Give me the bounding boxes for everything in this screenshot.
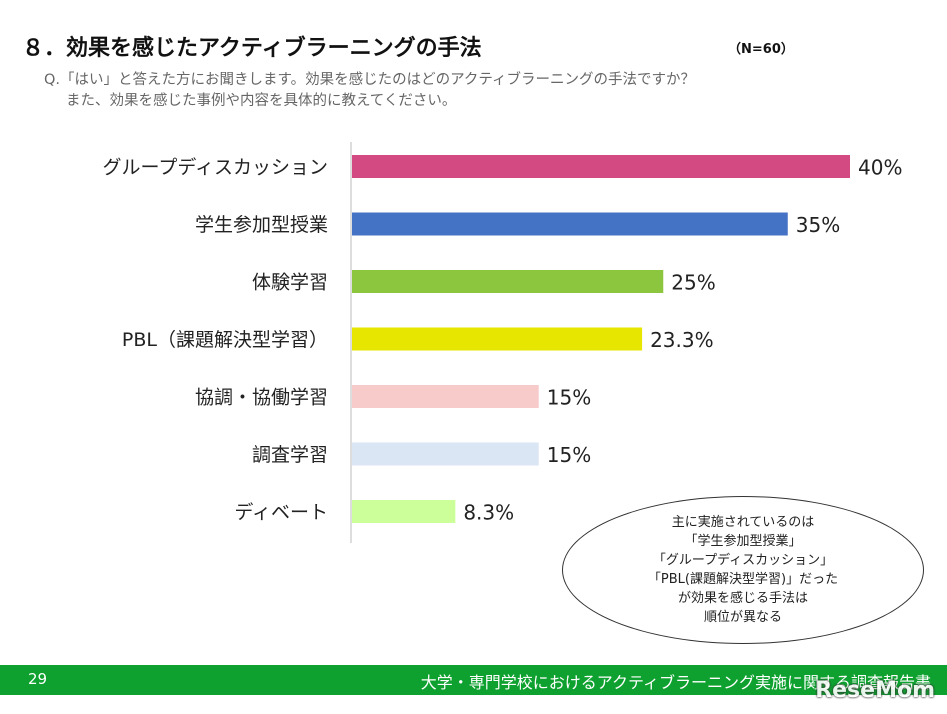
note-line: 「PBL(課題解決型学習)」だった: [647, 572, 839, 587]
category-label: 学生参加型授業: [195, 214, 328, 236]
bar: [352, 385, 539, 408]
question-line-2: また、効果を感じた事例や内容を具体的に教えてください。: [66, 93, 457, 109]
value-label: 8.3%: [463, 501, 514, 525]
value-label: 15%: [547, 443, 591, 467]
bar: [352, 270, 664, 293]
page-title: ８．効果を感じたアクティブラーニングの手法: [22, 36, 482, 61]
value-label: 15%: [547, 386, 591, 410]
value-label: 23.3%: [650, 328, 714, 352]
bar: [352, 442, 539, 466]
category-label: PBL（課題解決型学習）: [122, 329, 328, 351]
note-ellipse: 主に実施されているのは 「学生参加型授業」 「グループディスカッション」 「PB…: [562, 496, 924, 644]
bar: [352, 327, 643, 351]
bar: [352, 155, 850, 178]
note-line: 「学生参加型授業」: [684, 534, 802, 549]
bar-chart: グループディスカッション 40% 学生参加型授業 35% 体験学習 25% PBL（課題解決…: [102, 142, 902, 543]
bar: [352, 500, 456, 523]
page-number: 29: [28, 670, 48, 688]
question-text: Q.「はい」と答えた方にお聞きします。効果を感じたのはどのアクティブラーニングの…: [44, 70, 695, 112]
footer-bar: 29 大学・専門学校におけるアクティブラーニング実施に関する調査報告書: [0, 665, 947, 695]
category-label: 体験学習: [252, 272, 328, 294]
logo: ReseMom: [815, 678, 935, 703]
value-label: 35%: [796, 213, 840, 237]
note-line: 順位が異なる: [703, 610, 782, 625]
bars-group: グループディスカッション 40% 学生参加型授業 35% 体験学習 25% PBL（課題解決…: [102, 155, 902, 525]
value-label: 40%: [858, 156, 902, 180]
note-line: 主に実施されているのは: [671, 515, 815, 530]
category-label: 協調・協働学習: [195, 387, 328, 409]
bar: [352, 212, 788, 236]
category-label: グループディスカッション: [102, 157, 328, 179]
category-label: ディベート: [234, 502, 328, 524]
category-label: 調査学習: [252, 444, 328, 466]
report-title: 大学・専門学校におけるアクティブラーニング実施に関する調査報告書: [420, 673, 931, 692]
question-line-1: Q.「はい」と答えた方にお聞きします。効果を感じたのはどのアクティブラーニングの…: [44, 72, 695, 88]
note-line: 「グループディスカッション」: [652, 553, 834, 568]
note-line: が効果を感じる手法は: [677, 591, 808, 606]
sample-size-label: （N=60）: [728, 42, 794, 57]
value-label: 25%: [671, 271, 715, 295]
